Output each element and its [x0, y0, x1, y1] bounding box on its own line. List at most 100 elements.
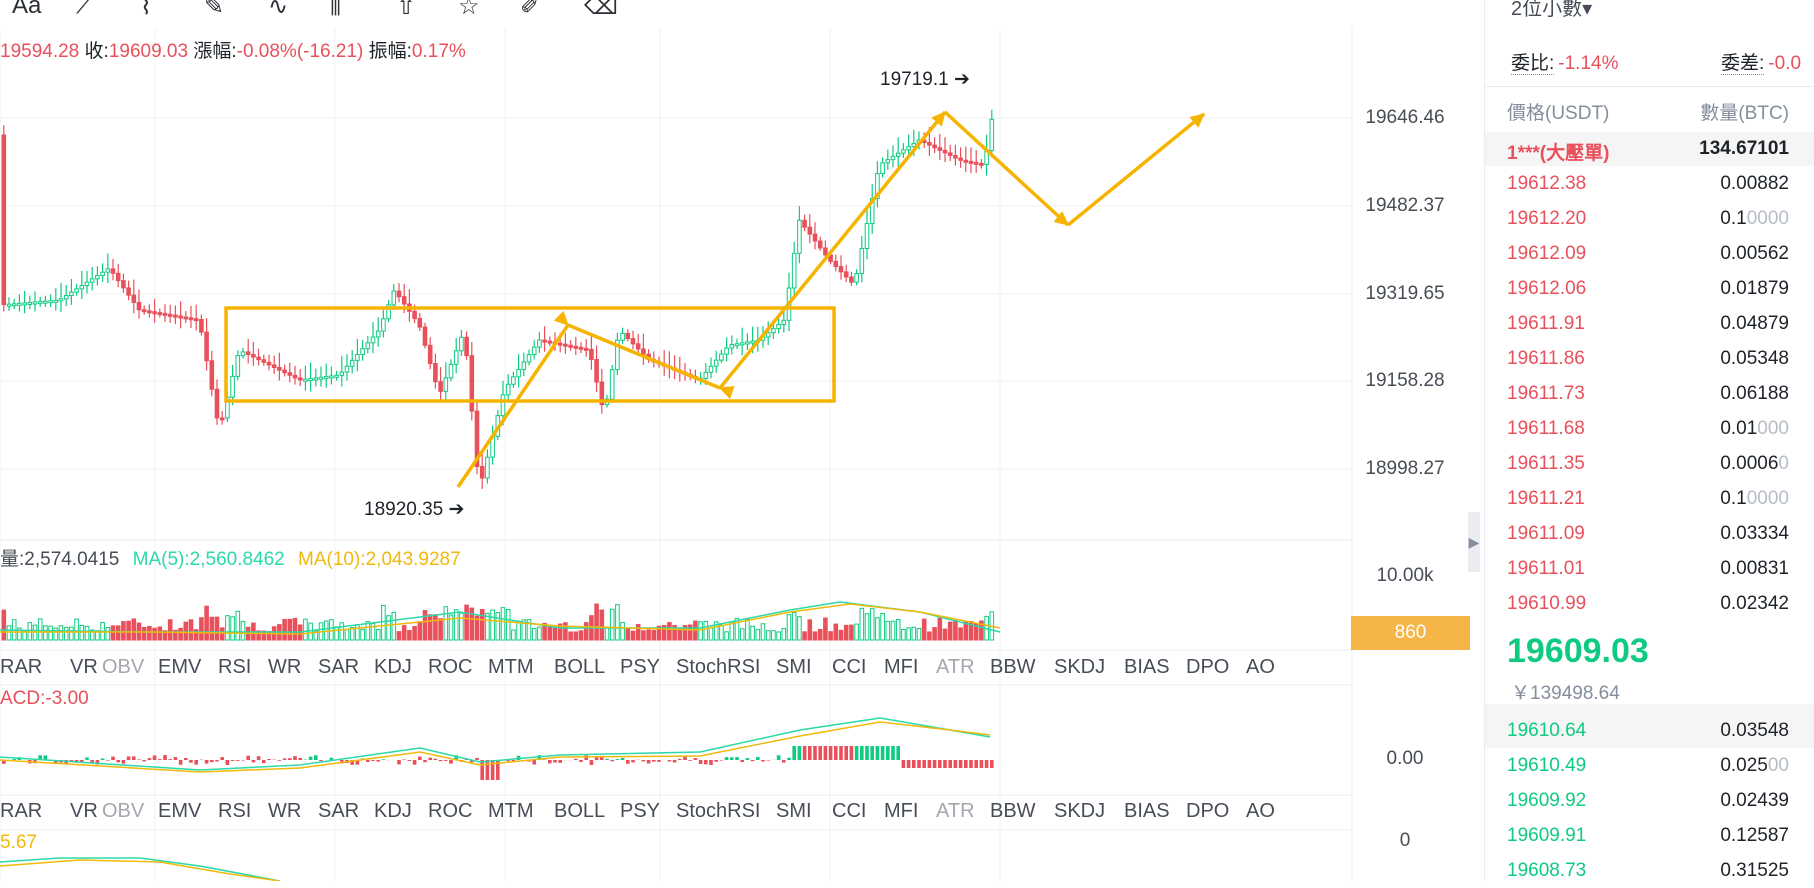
indicator-tab-bias[interactable]: BIAS: [1124, 800, 1170, 823]
indicator-tab-smi[interactable]: SMI: [776, 656, 812, 679]
indicator-tab-kdj[interactable]: KDJ: [374, 800, 412, 823]
indicator-tab-rar[interactable]: RAR: [0, 656, 42, 679]
indicator-tab-obv[interactable]: OBV: [102, 800, 144, 823]
indicator-tab-stochrsi[interactable]: StochRSI: [676, 800, 760, 823]
indicator-tab-wr[interactable]: WR: [268, 800, 301, 823]
indicator-tab-mtm[interactable]: MTM: [488, 800, 534, 823]
ruler-icon[interactable]: ⟋: [76, 0, 93, 20]
volume-badge: 860: [1351, 616, 1470, 650]
indicator-tab-cci[interactable]: CCI: [832, 656, 866, 679]
big-order-amount: 134.67101: [1699, 138, 1789, 160]
chart-area[interactable]: Aa ⟋ ⌇ ✎ ∿ ⫼ ⇧ ☆ ✐ ⌫ 19594.28 收:19609.03…: [0, 0, 1480, 881]
bid-price: 19608.73: [1507, 860, 1586, 882]
indicator-tab-psy[interactable]: PSY: [620, 656, 660, 679]
indicator-tab-atr[interactable]: ATR: [936, 800, 975, 823]
indicator-tab-boll[interactable]: BOLL: [554, 656, 605, 679]
candles-icon[interactable]: ⫼: [330, 0, 341, 20]
indicator-tab-rar[interactable]: RAR: [0, 800, 42, 823]
collapse-panel-handle[interactable]: ▶: [1468, 512, 1480, 572]
indicator-tab-emv[interactable]: EMV: [158, 656, 201, 679]
edit-icon[interactable]: ✐: [520, 0, 540, 21]
ask-price: 19611.35: [1507, 453, 1585, 475]
indicator-tab-vr[interactable]: VR: [70, 656, 98, 679]
star-icon[interactable]: ☆: [458, 0, 480, 21]
volume-bar: [460, 613, 464, 640]
magnet-icon[interactable]: ⌇: [140, 0, 152, 21]
macd-bar: [657, 760, 661, 762]
volume-bar: [902, 630, 906, 640]
indicator-tab-skdj[interactable]: SKDJ: [1054, 656, 1105, 679]
text-icon[interactable]: Aa: [12, 0, 41, 20]
indicator-tab-emv[interactable]: EMV: [158, 800, 201, 823]
indicator-tab-psy[interactable]: PSY: [620, 800, 660, 823]
indicator-tab-ao[interactable]: AO: [1246, 656, 1275, 679]
candle: [527, 355, 531, 362]
candle: [730, 345, 734, 348]
indicator-tab-stochrsi[interactable]: StochRSI: [676, 656, 760, 679]
indicator-tab-rsi[interactable]: RSI: [218, 800, 251, 823]
indicator-tab-sar[interactable]: SAR: [318, 656, 359, 679]
ratio-value: -1.14%: [1558, 53, 1618, 74]
indicator-tab-rsi[interactable]: RSI: [218, 656, 251, 679]
indicator-tab-wr[interactable]: WR: [268, 656, 301, 679]
candle: [340, 372, 344, 375]
indicator-tab-bias[interactable]: BIAS: [1124, 656, 1170, 679]
indicator-tab-smi[interactable]: SMI: [776, 800, 812, 823]
indicator-tab-ao[interactable]: AO: [1246, 800, 1275, 823]
candle: [231, 376, 235, 397]
indicator-tab-cci[interactable]: CCI: [832, 800, 866, 823]
indicator-tab-dpo[interactable]: DPO: [1186, 656, 1229, 679]
upload-icon[interactable]: ⇧: [396, 0, 416, 21]
candle: [23, 303, 27, 305]
pen-icon[interactable]: ✎: [204, 0, 224, 21]
curve-icon[interactable]: ∿: [268, 0, 288, 21]
indicator-tab-mtm[interactable]: MTM: [488, 656, 534, 679]
candlestick-chart[interactable]: [0, 0, 1480, 881]
indicator-tab-boll[interactable]: BOLL: [554, 800, 605, 823]
macd-bar: [189, 760, 193, 763]
macd-bar: [210, 760, 214, 762]
indicator-tab-dpo[interactable]: DPO: [1186, 800, 1229, 823]
macd-bar: [579, 760, 583, 762]
indicator-tab-bbw[interactable]: BBW: [990, 656, 1036, 679]
candle: [964, 160, 968, 162]
indicator-tab-roc[interactable]: ROC: [428, 800, 472, 823]
indicator-tab-atr[interactable]: ATR: [936, 656, 975, 679]
indicator-tab-mfi[interactable]: MFI: [884, 800, 918, 823]
indicator-tab-kdj[interactable]: KDJ: [374, 656, 412, 679]
big-order-row[interactable]: 1***(大壓單) 134.67101: [1485, 132, 1814, 166]
volume-bar: [772, 631, 776, 640]
indicator-tab-skdj[interactable]: SKDJ: [1054, 800, 1105, 823]
indicator-tab-vr[interactable]: VR: [70, 800, 98, 823]
ask-amount: 0.00831: [1720, 558, 1789, 580]
macd-bar: [449, 760, 453, 764]
indicator-tab-roc[interactable]: ROC: [428, 656, 472, 679]
trash-icon[interactable]: ⌫: [584, 0, 618, 21]
candle: [506, 384, 510, 395]
indicator-tab-sar[interactable]: SAR: [318, 800, 359, 823]
indicator-tab-obv[interactable]: OBV: [102, 656, 144, 679]
indicator-tab-mfi[interactable]: MFI: [884, 656, 918, 679]
indicator-tab-bbw[interactable]: BBW: [990, 800, 1036, 823]
macd-bar: [397, 760, 401, 764]
volume-bar: [179, 628, 183, 640]
precision-select[interactable]: 2位小數▾: [1511, 0, 1592, 21]
